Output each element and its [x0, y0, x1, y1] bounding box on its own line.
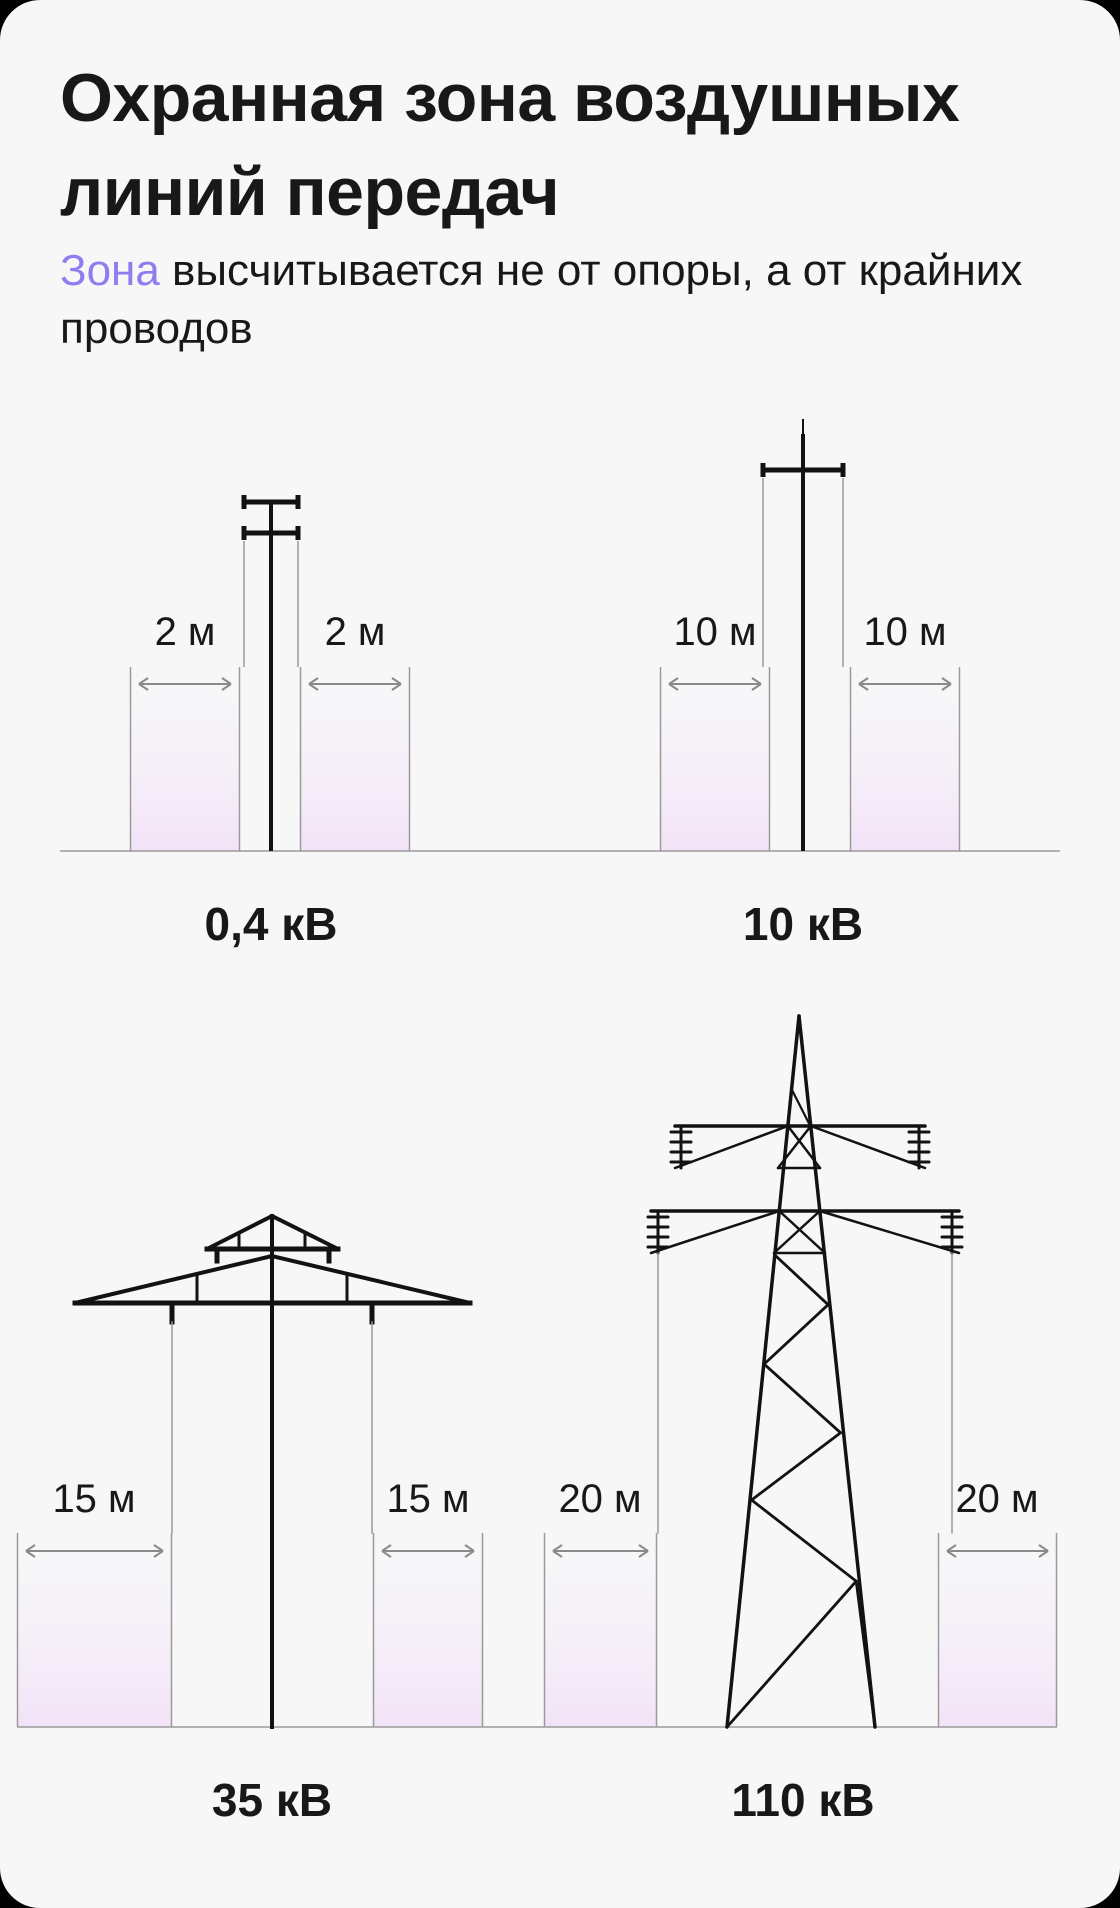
- svg-text:20 м: 20 м: [558, 1477, 641, 1521]
- svg-text:2 м: 2 м: [325, 610, 386, 654]
- svg-text:10 м: 10 м: [673, 610, 756, 654]
- svg-text:110 кВ: 110 кВ: [731, 1774, 874, 1826]
- svg-text:20 м: 20 м: [955, 1477, 1038, 1521]
- svg-text:2 м: 2 м: [155, 610, 216, 654]
- svg-text:0,4 кВ: 0,4 кВ: [205, 898, 338, 950]
- svg-text:10 кВ: 10 кВ: [743, 898, 863, 950]
- svg-text:15 м: 15 м: [386, 1477, 469, 1521]
- svg-text:35 кВ: 35 кВ: [212, 1774, 332, 1826]
- svg-text:10 м: 10 м: [863, 610, 946, 654]
- svg-text:15 м: 15 м: [52, 1477, 135, 1521]
